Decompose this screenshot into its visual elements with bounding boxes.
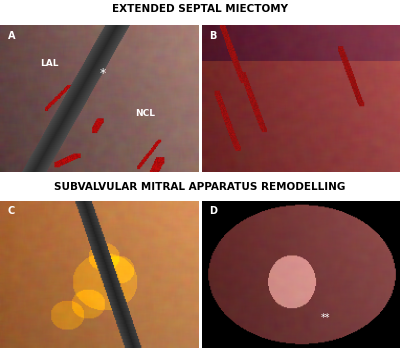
Text: **: ** bbox=[321, 313, 330, 324]
Text: A: A bbox=[8, 31, 16, 41]
Text: SUBVALVULAR MITRAL APPARATUS REMODELLING: SUBVALVULAR MITRAL APPARATUS REMODELLING bbox=[54, 181, 346, 192]
Text: NCL: NCL bbox=[135, 110, 155, 118]
Text: C: C bbox=[8, 206, 15, 217]
Text: B: B bbox=[210, 31, 217, 41]
Text: LAL: LAL bbox=[40, 59, 58, 68]
Text: EXTENDED SEPTAL MIECTOMY: EXTENDED SEPTAL MIECTOMY bbox=[112, 5, 288, 14]
Text: D: D bbox=[210, 206, 218, 217]
Text: *: * bbox=[99, 67, 106, 80]
